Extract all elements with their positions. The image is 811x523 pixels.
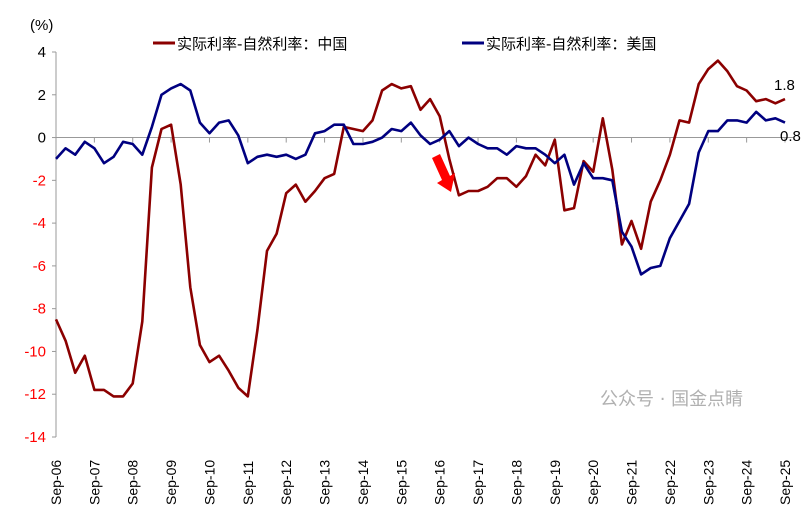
- x-tick-label: Sep-25: [777, 460, 793, 505]
- x-tick-label: Sep-18: [508, 460, 524, 505]
- x-tick-label: Sep-07: [86, 460, 102, 505]
- x-tick-label: Sep-16: [432, 460, 448, 505]
- red-arrow-annotation: [432, 154, 455, 192]
- x-tick-label: Sep-19: [547, 460, 563, 505]
- y-tick-label: 0: [38, 130, 46, 147]
- x-tick-label: Sep-17: [470, 460, 486, 505]
- watermark: 公众号 · 国金点睛: [600, 389, 743, 410]
- x-tick-label: Sep-09: [163, 460, 179, 505]
- y-axis: 4 2 0 -2 -4 -6 -8 -10 -12 -14: [24, 44, 57, 446]
- y-tick-label: 2: [38, 87, 46, 104]
- x-tick-label: Sep-13: [317, 460, 333, 505]
- y-tick-label: -6: [33, 258, 46, 275]
- x-tick-label: Sep-23: [700, 460, 716, 505]
- y-tick-label: 4: [38, 44, 46, 61]
- end-label-us: 0.8: [780, 128, 801, 145]
- legend-label-us: 实际利率-自然利率：美国: [486, 35, 656, 53]
- x-tick-label: Sep-06: [48, 460, 64, 505]
- y-tick-label: -8: [33, 301, 46, 318]
- x-axis: Sep-06 Sep-07 Sep-08 Sep-09 Sep-10 Sep-11 Sep-…: [48, 137, 793, 505]
- x-tick-label: Sep-22: [662, 460, 678, 505]
- y-tick-label: -4: [33, 215, 46, 232]
- x-tick-label: Sep-14: [355, 460, 371, 505]
- x-tick-label: Sep-15: [393, 460, 409, 505]
- legend: 实际利率-自然利率：中国 实际利率-自然利率：美国: [153, 35, 656, 53]
- y-tick-label: -12: [24, 386, 46, 403]
- series-line-us: [55, 82, 786, 276]
- x-tick-label: Sep-12: [278, 460, 294, 505]
- x-tick-label: Sep-08: [125, 460, 141, 505]
- x-tick-label: Sep-10: [201, 460, 217, 505]
- x-tick-label: Sep-21: [624, 460, 640, 505]
- unit-label: (%): [30, 17, 53, 34]
- y-tick-label: -10: [24, 343, 46, 360]
- x-tick-label: Sep-24: [739, 460, 755, 505]
- legend-label-china: 实际利率-自然利率：中国: [177, 35, 347, 53]
- y-tick-label: -14: [24, 429, 46, 446]
- series-line-china: [54, 59, 786, 398]
- end-label-china: 1.8: [774, 77, 795, 94]
- x-tick-label: Sep-20: [585, 460, 601, 505]
- x-tick-label: Sep-11: [240, 461, 256, 505]
- y-tick-label: -2: [33, 172, 46, 189]
